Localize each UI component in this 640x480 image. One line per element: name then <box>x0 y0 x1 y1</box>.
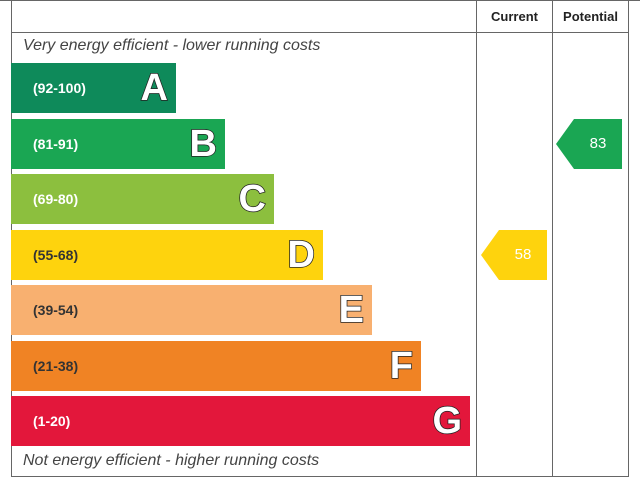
potential-rating-pointer: 83 <box>556 119 622 169</box>
current-rating-pointer: 58 <box>481 230 547 280</box>
band-a-letter: A <box>140 66 169 110</box>
band-e: (39-54) E <box>11 285 372 335</box>
top-caption: Very energy efficient - lower running co… <box>23 37 321 54</box>
grid-right-line <box>628 0 629 477</box>
band-d: (55-68) D <box>11 230 323 280</box>
band-b-range: (81-91) <box>33 136 79 152</box>
band-b: (81-91) B <box>11 119 225 169</box>
band-e-range: (39-54) <box>33 302 79 318</box>
band-c: (69-80) C <box>11 174 274 224</box>
band-d-letter: D <box>287 233 316 277</box>
band-f-letter: F <box>389 344 414 388</box>
band-a: (92-100) A <box>11 63 176 113</box>
grid-header-line <box>11 32 629 33</box>
potential-rating-value: 83 <box>589 135 607 152</box>
band-g-range: (1-20) <box>33 413 71 429</box>
band-f-range: (21-38) <box>33 358 79 374</box>
current-rating-value: 58 <box>514 246 532 263</box>
band-f: (21-38) F <box>11 341 421 391</box>
grid-divider-2 <box>552 0 553 477</box>
grid-divider-1 <box>476 0 477 477</box>
grid-top-line <box>0 0 640 1</box>
band-c-range: (69-80) <box>33 191 79 207</box>
band-c-letter: C <box>238 177 267 221</box>
band-e-letter: E <box>338 288 365 332</box>
band-g-letter: G <box>432 399 463 443</box>
bottom-caption: Not energy efficient - higher running co… <box>23 452 320 469</box>
grid-bottom-line <box>11 476 629 477</box>
band-a-range: (92-100) <box>33 80 86 96</box>
current-column-header: Current <box>491 9 538 24</box>
band-d-range: (55-68) <box>33 247 79 263</box>
band-g: (1-20) G <box>11 396 470 446</box>
band-b-letter: B <box>189 122 218 166</box>
potential-column-header: Potential <box>563 9 618 24</box>
